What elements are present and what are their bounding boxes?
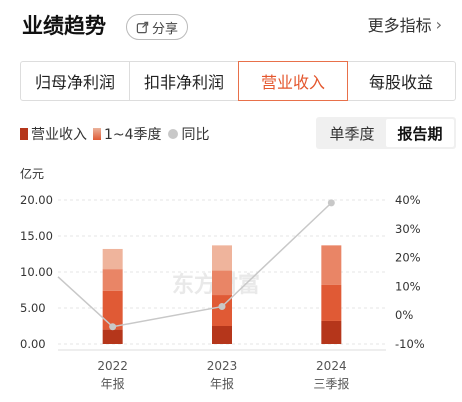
yoy-point-2023[interactable] [218,303,226,311]
y-unit-label: 亿元 [20,166,44,181]
bar-segment-q4-2022[interactable] [102,248,123,270]
tab-eps[interactable]: 每股收益 [368,73,433,92]
x-tick-label: 2024 [316,359,347,373]
share-button[interactable]: 分享 [126,14,188,40]
y-right-tick-label: 20% [395,251,421,265]
yoy-point-2024[interactable] [327,199,335,207]
legend-quarters-label: 1~4季度 [104,127,162,143]
legend-dot-yoy [167,129,178,139]
more-indicators-link[interactable]: 更多指标 › [368,12,442,36]
y-right-tick-label: -10% [395,337,425,351]
bar-segment-q3-2024[interactable] [321,245,342,285]
quarterly-button[interactable]: 单季度 [329,124,375,143]
bar-segment-q1-2022[interactable] [102,329,123,344]
legend-swatch-revenue [20,128,28,140]
tab-deducted-net-profit[interactable]: 扣非净利润 [130,62,239,100]
share-label: 分享 [151,21,178,37]
y-right-tick-label: 30% [395,222,421,236]
chart-legend: 营业收入 1~4季度 同比 [20,124,216,144]
bar-segment-q3-2023[interactable] [212,270,232,296]
x-tick-sublabel: 年报 [210,376,234,391]
x-tick-label: 2023 [207,359,238,373]
metric-tabs: 归母净利润 扣非净利润 营业收入 每股收益 [20,61,456,101]
y-right-tick-label: 10% [395,279,421,293]
y-left-tick-label: 20.00 [20,193,53,207]
bar-segment-q1-2024[interactable] [321,320,342,344]
bar-segment-q1-2023[interactable] [212,326,232,344]
legend-quarters: 1~4季度 [93,124,162,144]
period-toggle: 单季度 报告期 [316,117,456,149]
legend-yoy-label: 同比 [181,127,210,143]
report-period-button[interactable]: 报告期 [386,119,454,147]
x-tick-sublabel: 三季报 [313,376,349,391]
yoy-point-2022[interactable] [109,323,117,331]
y-right-tick-label: 40% [395,193,421,207]
bar-segment-q2-2022[interactable] [102,290,123,330]
y-left-tick-label: 15.00 [20,229,53,243]
tab-revenue[interactable]: 营业收入 [238,61,348,101]
y-left-tick-label: 0.00 [20,337,46,351]
x-tick-sublabel: 年报 [101,376,125,391]
bar-segment-q2-2024[interactable] [321,284,342,321]
bar-segment-q3-2022[interactable] [102,269,123,291]
legend-revenue-label: 营业收入 [31,127,87,143]
x-tick-label: 2022 [97,359,128,373]
yoy-line [57,202,332,328]
legend-swatch-quarters [93,128,101,140]
y-left-tick-label: 10.00 [20,265,53,279]
chevron-right-icon: › [435,14,442,34]
bar-segment-q4-2023[interactable] [212,245,232,271]
page-title: 业绩趋势 [22,14,106,38]
y-left-tick-label: 5.00 [20,301,46,315]
revenue-chart: 亿元 东方财富 20.0015.0010.005.000.0040%30%20%… [20,166,425,391]
legend-revenue: 营业收入 [20,124,87,144]
legend-yoy: 同比 [167,124,210,144]
y-right-tick-label: 0% [395,308,413,322]
more-indicators-label: 更多指标 [367,16,432,35]
tab-net-profit[interactable]: 归母净利润 [21,62,130,100]
share-icon [136,21,149,33]
